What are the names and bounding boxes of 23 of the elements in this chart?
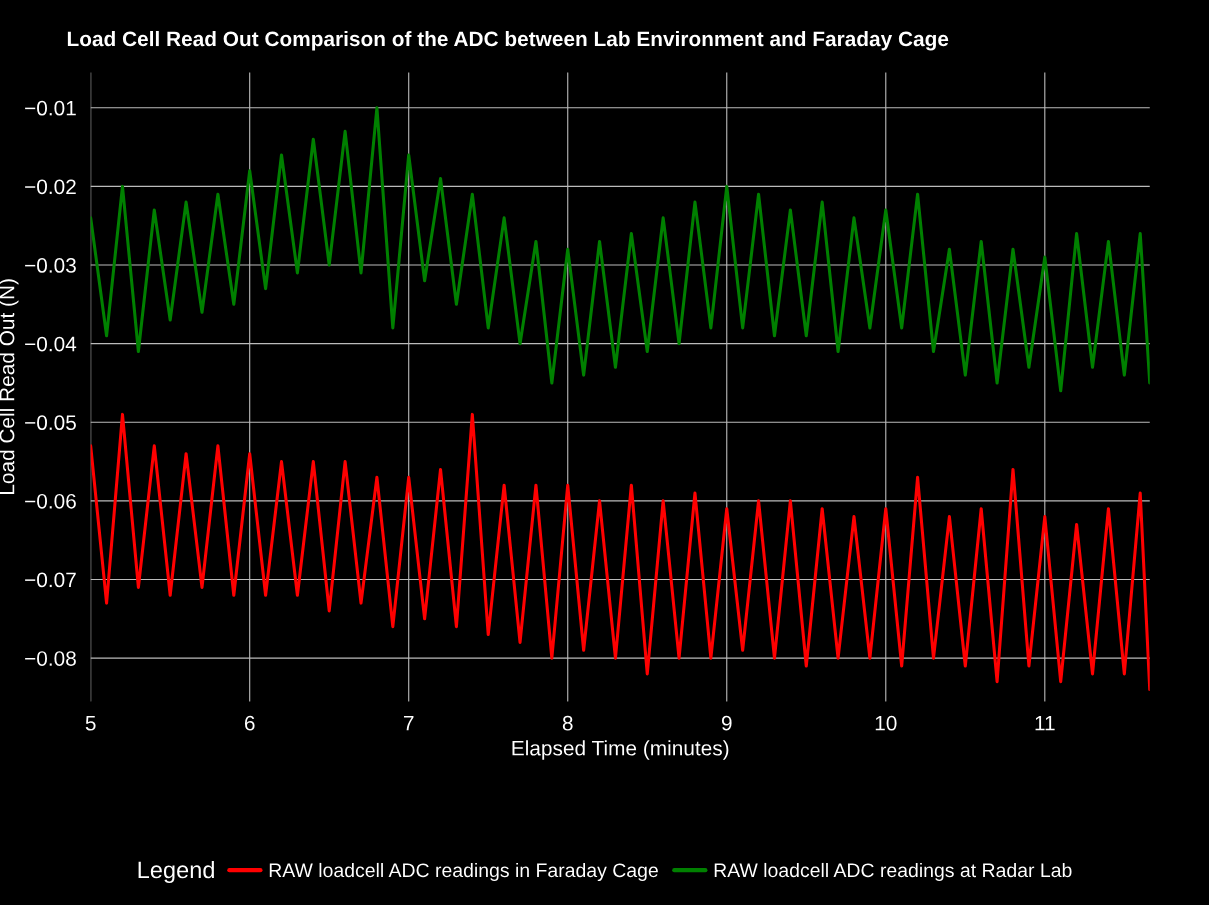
x-tick-label: 11: [1035, 716, 1055, 731]
line-series: [90, 106, 1150, 393]
y-tick-label: −0.07: [25, 572, 76, 588]
y-tick-label: −0.08: [25, 651, 76, 666]
y-tick-label: −0.04: [25, 336, 77, 352]
legend-title: Legend: [138, 860, 214, 883]
line-series: [90, 412, 1150, 692]
y-tick-label: −0.03: [25, 258, 76, 273]
chart-title: Load Cell Read Out Comparison of the ADC between Lab Environment and Faraday Cage: [67, 30, 949, 51]
x-tick-label: 8: [562, 715, 573, 731]
x-tick-label: 5: [85, 716, 96, 731]
y-tick-label: −0.06: [25, 493, 76, 509]
y-tick-label: −0.02: [25, 179, 76, 195]
x-tick-label: 7: [403, 716, 414, 731]
x-tick-label: 10: [875, 715, 897, 731]
y-tick-label: −0.05: [25, 415, 76, 431]
y-axis-title: Load Cell Read Out (N): [0, 279, 19, 495]
x-axis-title: Elapsed Time (minutes): [512, 740, 729, 760]
legend-label: RAW loadcell ADC readings at Radar Lab: [714, 862, 1072, 882]
x-tick-label: 9: [721, 715, 732, 731]
legend-label: RAW loadcell ADC readings in Faraday Cage: [269, 862, 658, 882]
y-tick-label: −0.01: [25, 100, 76, 116]
x-tick-label: 6: [244, 715, 255, 731]
